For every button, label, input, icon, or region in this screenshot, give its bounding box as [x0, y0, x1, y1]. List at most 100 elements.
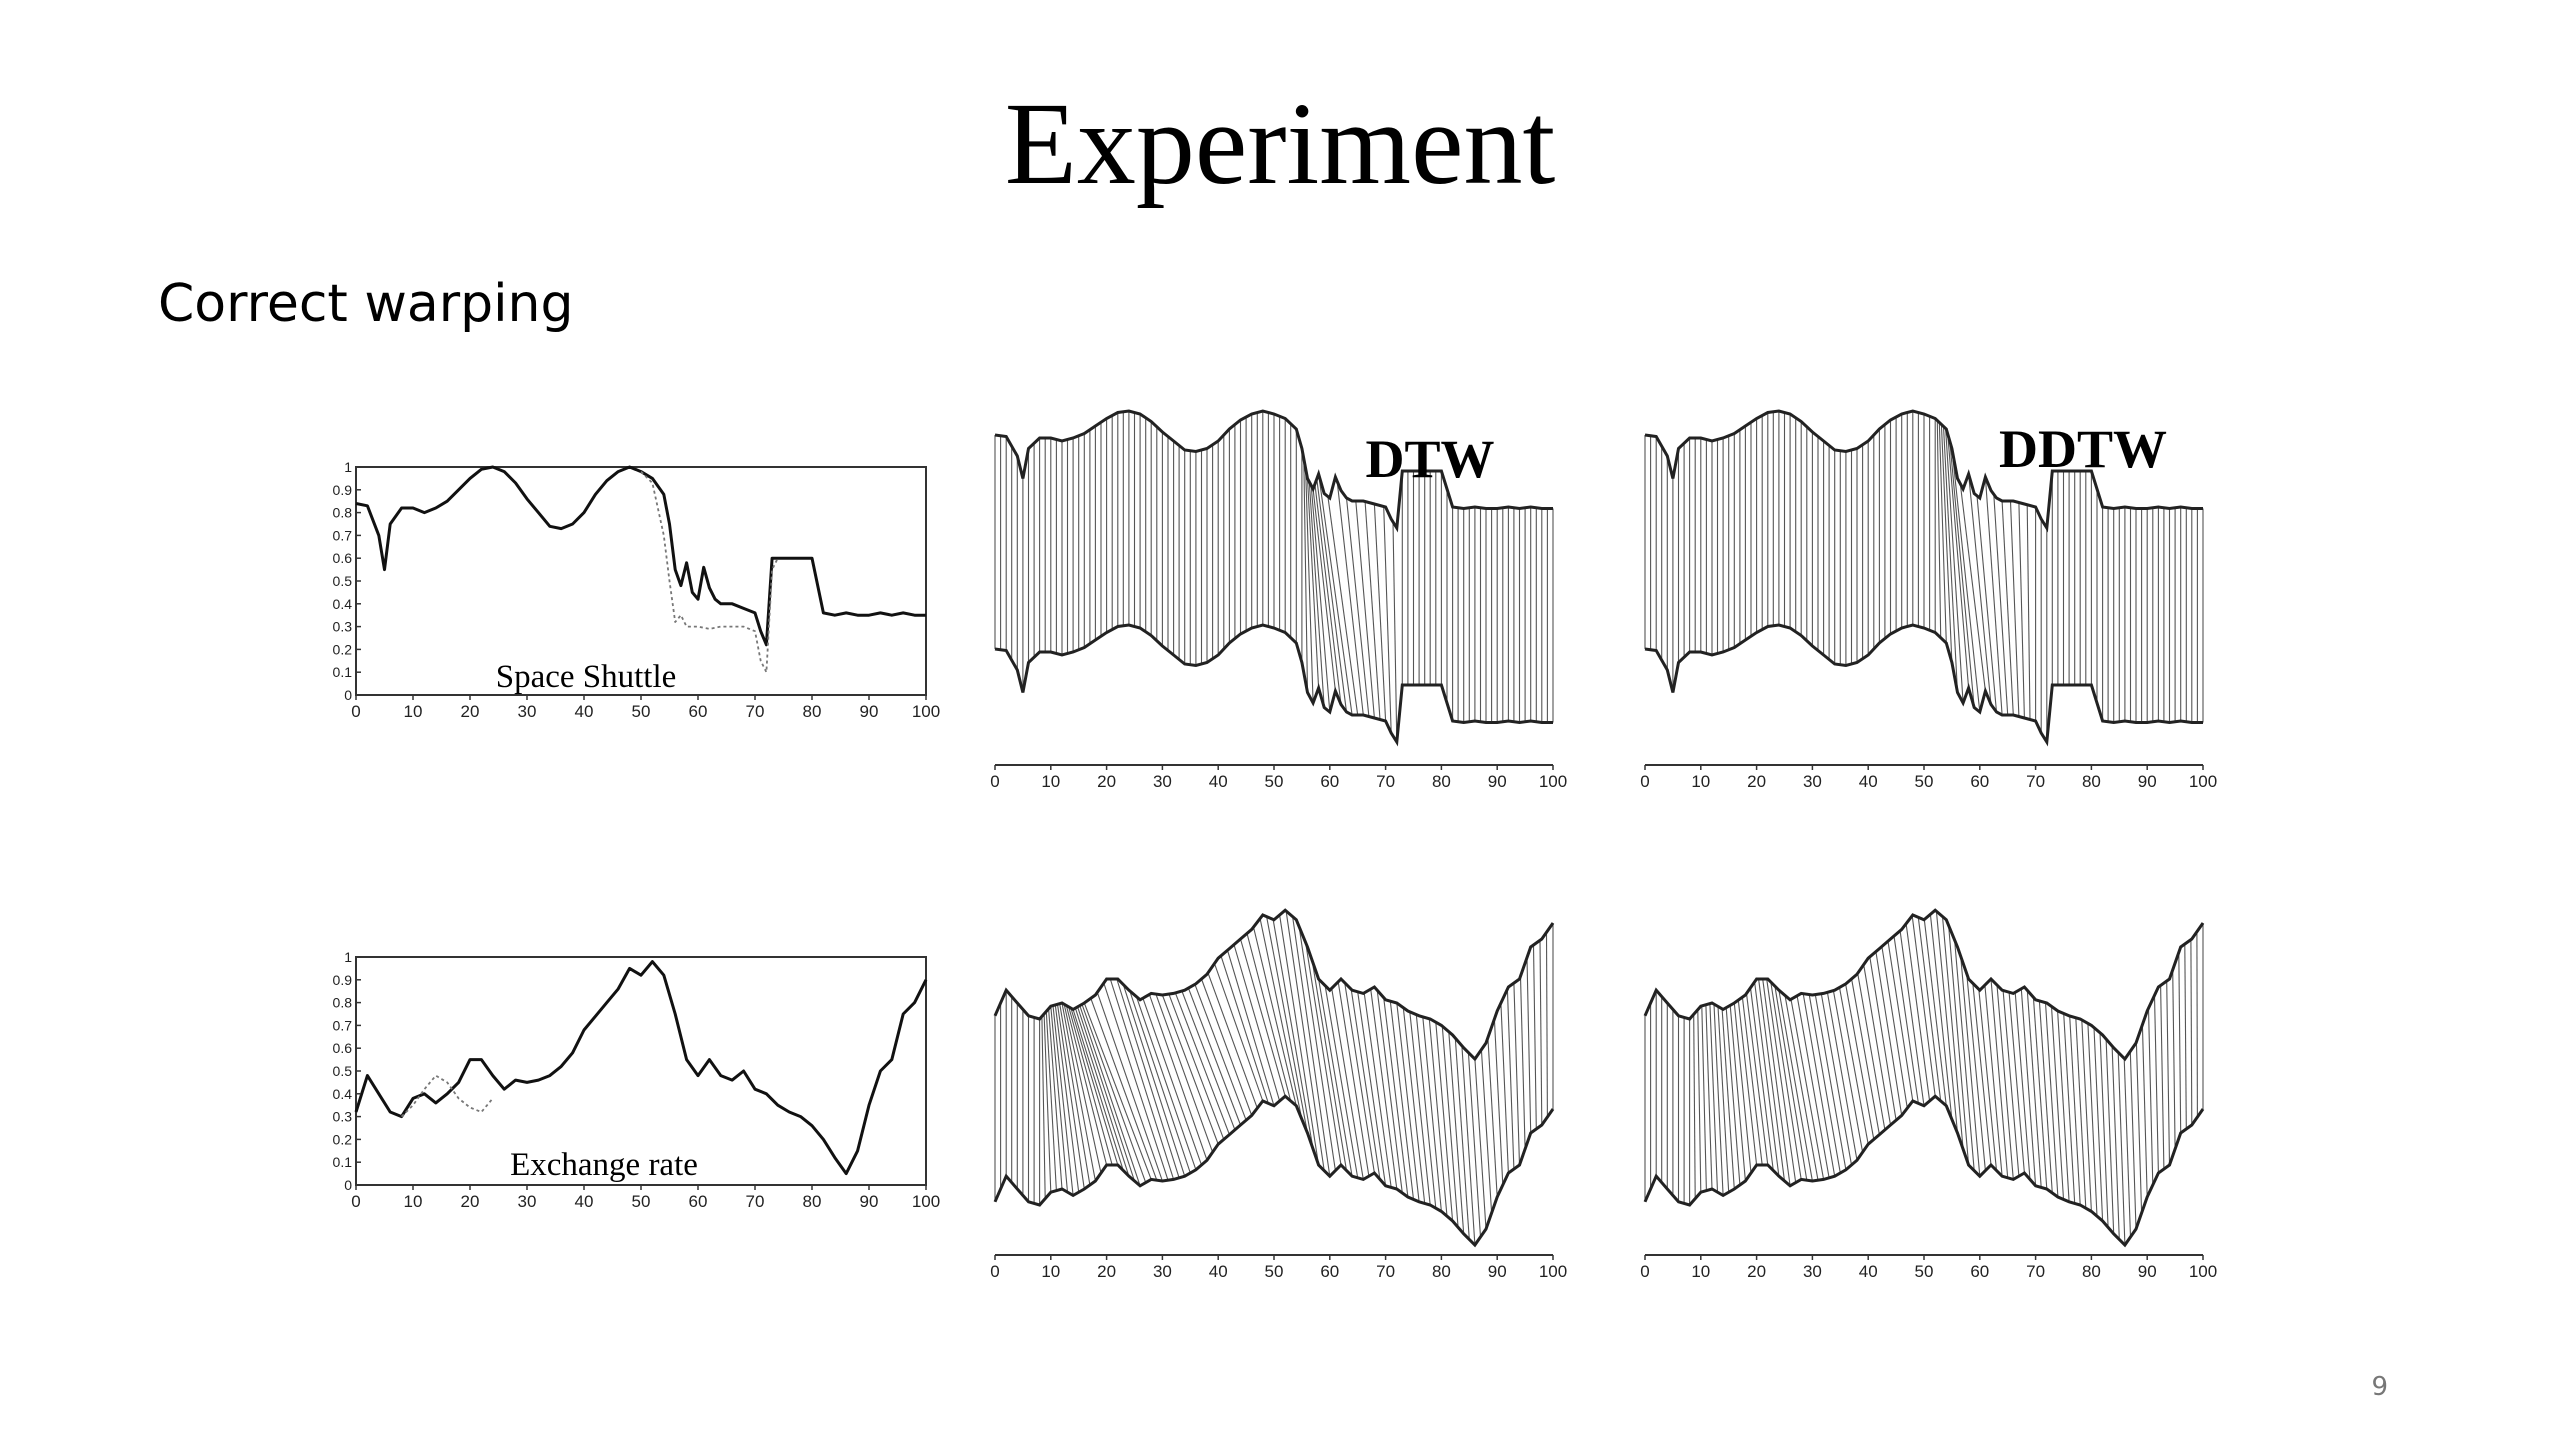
y-tick-label: 0.2 [333, 1131, 353, 1147]
warping-line [2141, 1024, 2148, 1198]
warping-line [2105, 1038, 2115, 1234]
warping-line [1174, 992, 1230, 1135]
warping-line [1305, 942, 1342, 1166]
warping-line [1758, 978, 1786, 1182]
warping-line [2050, 1006, 2065, 1200]
warping-line [2038, 1000, 2053, 1194]
y-tick-label: 0.1 [333, 664, 353, 680]
warping-line [2020, 988, 2037, 1186]
x-tick-label: 100 [1539, 772, 1567, 791]
warping-line [1363, 992, 1392, 1188]
warping-line [1762, 978, 1791, 1186]
warping-line [1308, 481, 1325, 708]
warping-line [1519, 976, 1526, 1150]
warping-line [1279, 914, 1320, 1166]
x-tick-label: 40 [1859, 1262, 1878, 1281]
warping-line [2178, 952, 2182, 1134]
x-tick-label: 0 [990, 772, 999, 791]
warping-line [2196, 931, 2198, 1118]
x-tick-label: 50 [1265, 1262, 1284, 1281]
warping-line [1705, 1004, 1713, 1190]
warping-line [1305, 468, 1314, 704]
warping-line [1370, 989, 1398, 1190]
warping-line [1721, 1008, 1735, 1190]
warping-line [1052, 1005, 1074, 1196]
warping-line [2026, 990, 2042, 1188]
warping-line [1409, 1011, 1431, 1206]
x-tick-label: 20 [1097, 772, 1116, 791]
x-tick-label: 60 [689, 702, 708, 721]
warping-line [1050, 1006, 1069, 1193]
slide-subtitle: Correct warping [158, 274, 574, 334]
warping-line [1122, 984, 1186, 1177]
warping-line [2014, 992, 2031, 1180]
warping-line [1168, 993, 1225, 1140]
x-tick-label: 10 [1041, 1262, 1060, 1281]
warping-line [1808, 994, 1841, 1174]
warping-line [2008, 992, 2025, 1174]
series-layer [355, 465, 926, 674]
method-label: DDTW [1999, 419, 2167, 479]
lower-series-line [993, 1094, 1555, 1248]
x-tick-label: 30 [1803, 1262, 1822, 1281]
warping-line [1513, 982, 1521, 1166]
x-tick-label: 100 [2189, 772, 2217, 791]
warping-line [1074, 1007, 1130, 1177]
x-tick-label: 50 [1915, 772, 1934, 791]
warping-line [2026, 504, 2031, 720]
warping-line [1467, 1052, 1482, 1238]
warping-line [1814, 994, 1847, 1170]
warping-line [2190, 939, 2193, 1126]
warping-line [1990, 978, 2009, 1178]
warping-line [1312, 488, 1336, 692]
x-tick-label: 50 [632, 1192, 651, 1211]
warping-line [1373, 503, 1387, 722]
x-tick-label: 40 [1209, 772, 1228, 791]
x-tick-label: 70 [2026, 772, 2045, 791]
aligned-series [994, 409, 1553, 747]
warping-line [1226, 950, 1275, 1106]
warping-line [1972, 983, 1992, 1166]
series-layer [354, 960, 928, 1176]
warping-line [1826, 992, 1858, 1161]
warping-line [1316, 478, 1348, 713]
warping-line [1383, 997, 1409, 1198]
warping-line [1435, 1022, 1454, 1222]
warping-line [1954, 939, 1975, 1171]
warping-line [1220, 955, 1269, 1104]
x-tick-label: 80 [1432, 1262, 1451, 1281]
y-tick-label: 0.5 [333, 573, 353, 589]
page-number: 9 [2371, 1372, 2388, 1402]
warping-line [1474, 1058, 1487, 1230]
warping-line [1081, 1004, 1147, 1183]
warping-line [1984, 476, 2003, 716]
warping-line [2063, 1013, 2076, 1204]
x-tick-label: 60 [1970, 772, 1989, 791]
x-tick-label: 100 [912, 702, 940, 721]
warping-line [1545, 932, 1548, 1118]
warping-line [1778, 990, 1813, 1182]
warping-line [1942, 426, 1959, 693]
warping-line [1996, 985, 2014, 1180]
warping-line [1741, 997, 1763, 1166]
warping-line [1422, 1016, 1442, 1212]
warping-line [1355, 500, 1375, 719]
warping-line [2009, 500, 2020, 717]
x-tick-label: 60 [1320, 772, 1339, 791]
shuttle-ddtw-alignment: 0 10 20 30 40 50 60 70 80 90 100 DDTW [1640, 409, 2217, 791]
warping-line [1246, 933, 1292, 1102]
warping-line [1949, 441, 1975, 708]
warping-line [2147, 1008, 2154, 1186]
warping-line [1945, 428, 1964, 704]
solid-series-line [354, 960, 928, 1176]
warping-line [1072, 1009, 1124, 1171]
warping-line [1978, 989, 1998, 1171]
x-tick-label: 0 [1640, 1262, 1649, 1281]
y-tick-label: 0.3 [333, 619, 353, 635]
x-tick-labels: 0 10 20 30 40 50 60 70 80 90 100 [990, 765, 1567, 791]
warping-line [1966, 973, 1986, 1171]
warping-line [1766, 978, 1797, 1183]
dotted-series-line [640, 470, 779, 674]
slide-title: Experiment [1004, 78, 1556, 209]
warping-line [2002, 990, 2020, 1177]
